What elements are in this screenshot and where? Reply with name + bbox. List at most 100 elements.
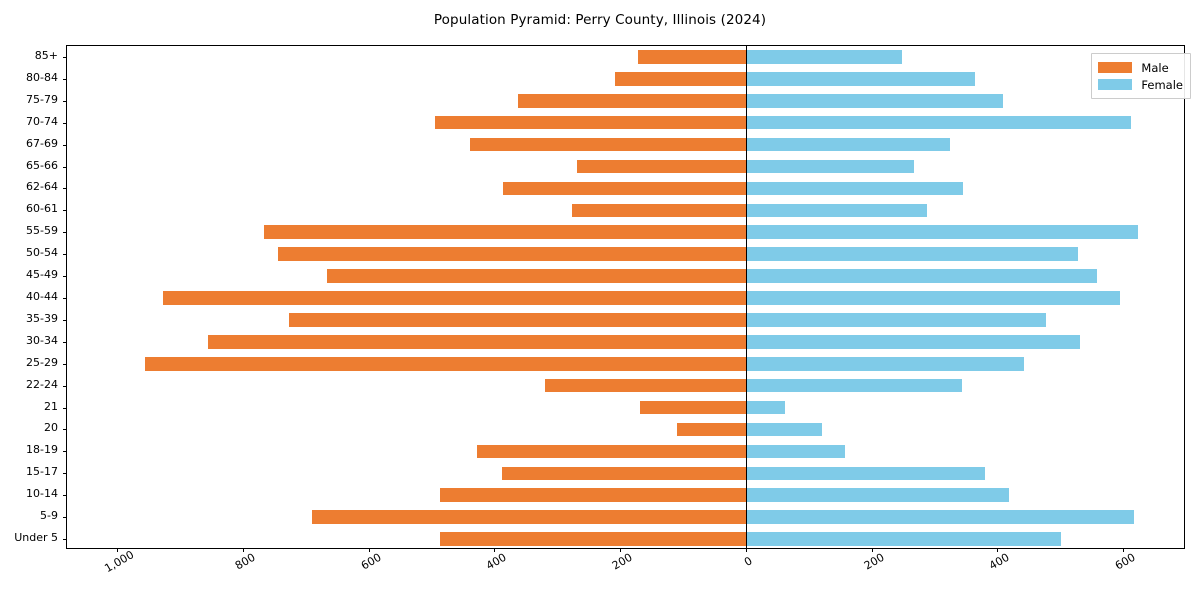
bar-female (745, 115, 1131, 130)
y-axis-tick-label: 55-59 (26, 224, 58, 238)
x-tick-mark (1123, 548, 1125, 552)
bar-female (745, 93, 1004, 108)
bar-row (67, 313, 1184, 327)
legend-item[interactable]: Male (1098, 59, 1183, 76)
bar-row (67, 115, 1184, 130)
x-tick-mark (745, 548, 747, 552)
x-tick-mark (997, 548, 999, 552)
y-tick-mark (63, 473, 67, 475)
bar-female (745, 488, 1010, 502)
bar-male (639, 400, 746, 415)
bar-male (503, 181, 746, 196)
y-axis-tick-label: 15-17 (26, 465, 58, 479)
y-tick-mark (63, 429, 67, 431)
y-tick-mark (63, 232, 67, 234)
y-axis-tick-label: 20 (44, 421, 58, 435)
y-axis-tick-label: 67-69 (26, 136, 58, 150)
bar-male (440, 532, 746, 546)
y-tick-mark (63, 539, 67, 541)
y-tick-mark (63, 298, 67, 299)
bar-female (745, 159, 915, 174)
x-axis-tick-label: 600 (358, 550, 384, 573)
bar-male (163, 291, 746, 305)
y-tick-mark (63, 495, 67, 497)
bar-male (144, 356, 746, 371)
bar-male (264, 225, 746, 240)
y-tick-mark (63, 276, 67, 278)
bar-row (67, 50, 1184, 64)
bar-female (745, 137, 950, 152)
bar-male (544, 378, 746, 393)
y-axis-tick-label: 50-54 (26, 246, 58, 260)
x-tick-mark (871, 548, 873, 552)
bar-male (312, 510, 746, 524)
bar-row (67, 400, 1184, 415)
legend-item[interactable]: Female (1098, 76, 1183, 93)
y-tick-mark (63, 341, 67, 343)
y-axis-tick-label: 25-29 (26, 355, 58, 369)
y-axis-tick-label: 60-61 (26, 202, 58, 216)
y-axis-tick-label: 62-64 (26, 180, 58, 194)
bar-row (67, 291, 1184, 305)
bar-row (67, 72, 1184, 86)
bar-female (745, 356, 1025, 371)
bar-row (67, 137, 1184, 152)
bar-row (67, 422, 1184, 437)
y-tick-mark (63, 78, 67, 80)
bar-male (517, 93, 746, 108)
bar-male (288, 313, 746, 327)
y-axis-tick-label: 65-66 (26, 158, 58, 172)
bar-row (67, 335, 1184, 349)
y-tick-mark (63, 166, 67, 168)
y-tick-mark (63, 385, 67, 387)
legend-swatch-icon (1098, 79, 1133, 90)
bar-female (745, 378, 962, 393)
bar-female (745, 466, 986, 481)
bar-male (614, 72, 746, 86)
bar-male (476, 444, 746, 459)
bar-male (439, 488, 746, 502)
bar-male (576, 159, 746, 174)
bar-row (67, 444, 1184, 459)
y-axis-tick-label: 30-34 (26, 333, 58, 347)
bar-female (745, 313, 1046, 327)
y-axis-tick-label: 40-44 (26, 290, 58, 303)
y-tick-mark (63, 210, 67, 212)
y-tick-mark (63, 254, 67, 256)
legend-label: Female (1141, 77, 1183, 92)
bar-female (745, 247, 1079, 261)
y-axis-tick-label: Under 5 (14, 531, 58, 545)
bar-row (67, 488, 1184, 502)
x-axis-tick-label: 200 (861, 550, 887, 573)
bar-female (745, 72, 975, 86)
bar-female (745, 181, 963, 196)
bar-row (67, 466, 1184, 481)
y-tick-mark (63, 451, 67, 453)
bar-male (677, 422, 746, 437)
y-axis-tick-label: 70-74 (26, 114, 58, 128)
x-tick-mark (494, 548, 496, 552)
bar-row (67, 356, 1184, 371)
x-axis-tick-label: 400 (987, 550, 1012, 573)
x-tick-mark (243, 548, 245, 552)
bar-male (571, 203, 746, 218)
bar-female (745, 400, 785, 415)
zero-axis-line (745, 46, 747, 548)
y-tick-mark (63, 144, 67, 146)
x-axis-tick-label: 400 (484, 550, 510, 573)
y-tick-mark (63, 363, 67, 365)
bar-female (745, 225, 1138, 240)
bar-female (745, 335, 1080, 349)
bar-male (277, 247, 746, 261)
bar-row (67, 225, 1184, 240)
y-axis-tick-label: 75-79 (26, 92, 58, 106)
x-tick-mark (117, 548, 119, 552)
bar-female (745, 532, 1061, 546)
chart-title: Population Pyramid: Perry County, Illino… (433, 12, 767, 28)
x-tick-mark (368, 548, 370, 552)
bar-female (745, 203, 927, 218)
bar-row (67, 510, 1184, 524)
bar-female (745, 50, 902, 64)
y-tick-mark (63, 188, 67, 190)
bar-male (434, 115, 746, 130)
